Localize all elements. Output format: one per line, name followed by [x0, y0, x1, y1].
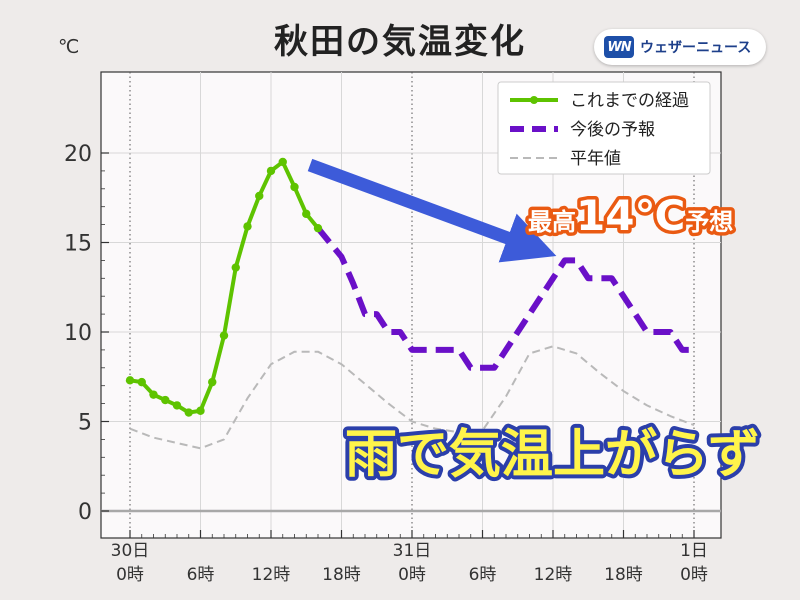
brand-logo: WN ウェザーニュース	[594, 29, 766, 65]
data-point	[208, 377, 217, 387]
y-axis-unit: ℃	[58, 36, 80, 58]
y-tick-label: 10	[64, 321, 92, 346]
data-point	[172, 401, 182, 410]
y-tick-label: 0	[78, 500, 92, 525]
data-point	[278, 157, 287, 167]
x-tick-hour: 6時	[187, 565, 215, 585]
x-tick-hour: 12時	[534, 565, 573, 585]
y-axis: 0 5 10 15 20	[64, 142, 109, 525]
x-tick-hour: 12時	[252, 565, 291, 585]
data-point	[290, 182, 299, 192]
max-temp-annotation: 最高14℃予想	[528, 191, 733, 240]
data-point	[184, 408, 193, 417]
x-axis: 30日 0時 6時 12時 18時 31日 0時 6時 12時 18時 1日 0時	[111, 530, 708, 585]
x-tick-hour: 0時	[116, 565, 144, 585]
data-point	[149, 390, 158, 399]
x-tick-hour: 0時	[680, 565, 708, 585]
x-tick-date: 1日	[680, 541, 708, 561]
max-temp-value: 14℃	[576, 191, 685, 240]
legend-label: 今後の予報	[570, 120, 655, 140]
data-point	[231, 263, 240, 272]
series-line-2	[129, 345, 695, 450]
x-tick-hour: 6時	[469, 565, 497, 585]
rain-annotation: 雨で気温上がらず	[345, 425, 760, 485]
data-point	[266, 166, 276, 176]
y-tick-label: 5	[78, 411, 92, 436]
x-tick-hour: 18時	[604, 565, 643, 585]
max-temp-suffix: 予想	[685, 208, 733, 236]
data-point	[255, 191, 264, 201]
chart-title: 秋田の気温変化	[274, 22, 526, 62]
y-tick-label: 15	[64, 232, 92, 257]
legend-label: これまでの経過	[570, 91, 689, 111]
series-group	[125, 157, 695, 450]
data-point	[196, 406, 205, 415]
legend-marker	[530, 96, 538, 104]
legend-box	[497, 81, 711, 175]
brand-mark-icon: WN	[604, 36, 634, 58]
trend-arrow	[307, 158, 557, 263]
legend-label: 平年値	[570, 149, 621, 169]
x-tick-date: 31日	[393, 541, 432, 561]
x-tick-date: 30日	[111, 541, 150, 561]
x-tick-hour: 18時	[322, 565, 361, 585]
data-point	[161, 395, 170, 405]
data-point	[219, 331, 229, 340]
data-point	[313, 223, 323, 233]
data-point	[302, 209, 311, 219]
brand-name: ウェザーニュース	[640, 40, 752, 56]
x-tick-hour: 0時	[398, 565, 426, 585]
data-point	[137, 377, 146, 387]
data-point	[125, 376, 135, 385]
y-tick-label: 20	[64, 142, 92, 167]
data-point	[243, 222, 252, 231]
max-temp-prefix: 最高	[528, 208, 576, 236]
